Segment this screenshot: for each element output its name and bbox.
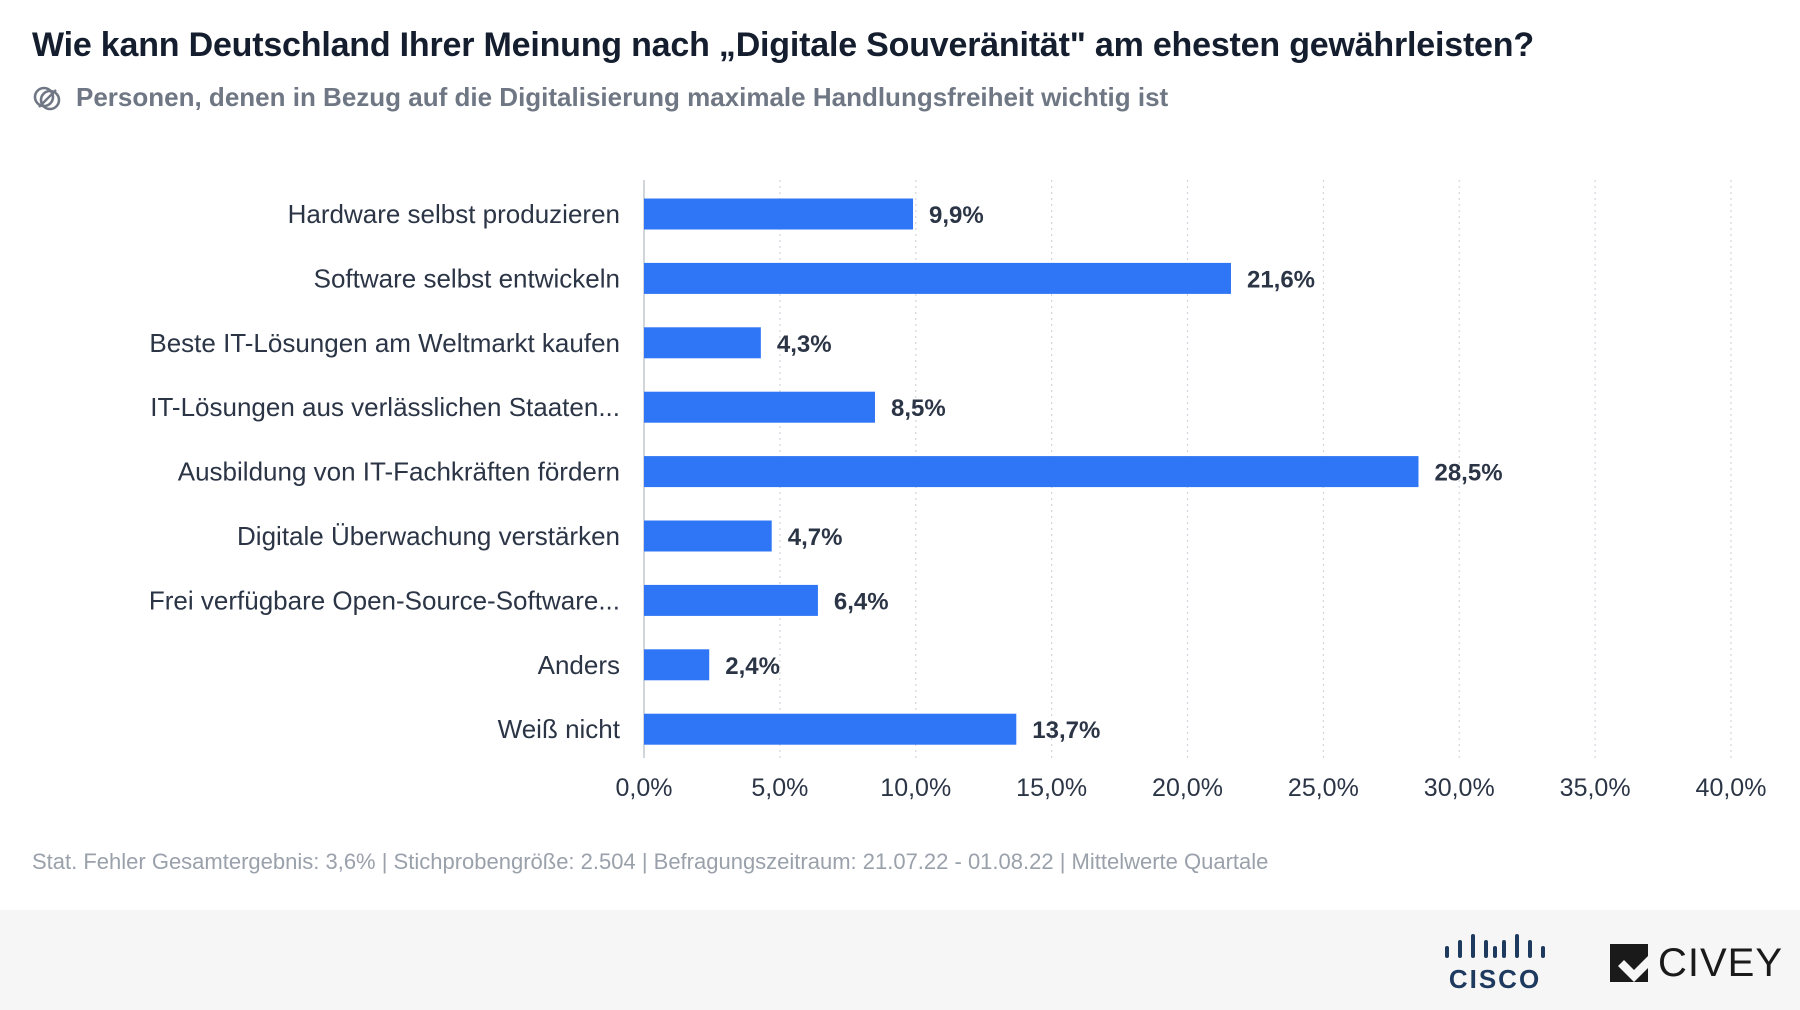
chart-subtitle-text: Personen, denen in Bezug auf die Digital… xyxy=(76,82,1169,112)
x-tick-label: 0,0% xyxy=(616,774,673,800)
x-tick-label: 30,0% xyxy=(1424,774,1495,800)
data-label: 13,7% xyxy=(1032,717,1100,744)
filter-circles-icon xyxy=(33,86,61,110)
bar xyxy=(644,198,914,230)
x-tick-label: 25,0% xyxy=(1288,774,1359,800)
bar xyxy=(644,456,1419,488)
x-tick-label: 40,0% xyxy=(1696,774,1767,800)
bar xyxy=(644,584,818,616)
footer-logo-bar: CISCO CIVEY xyxy=(0,910,1800,1010)
category-label: Beste IT-Lösungen am Weltmarkt kaufen xyxy=(149,328,620,358)
cisco-bars-icon xyxy=(1445,934,1545,958)
category-label: Hardware selbst produzieren xyxy=(288,199,620,229)
x-tick-label: 35,0% xyxy=(1560,774,1631,800)
x-tick-label: 15,0% xyxy=(1016,774,1087,800)
chart-subtitle: Personen, denen in Bezug auf die Digital… xyxy=(32,82,1168,113)
bar xyxy=(644,391,875,423)
data-label: 2,4% xyxy=(725,653,780,680)
civey-logo: CIVEY xyxy=(1608,941,1783,985)
x-tick-label: 10,0% xyxy=(880,774,951,800)
bar xyxy=(644,327,761,359)
civey-wordmark: CIVEY xyxy=(1658,941,1784,985)
category-label: Weiß nicht xyxy=(498,714,621,744)
chart-title: Wie kann Deutschland Ihrer Meinung nach … xyxy=(32,26,1534,64)
category-label: Digitale Überwachung verstärken xyxy=(237,521,620,551)
data-label: 28,5% xyxy=(1434,460,1502,487)
data-label: 8,5% xyxy=(891,395,946,422)
category-label: Frei verfügbare Open-Source-Software... xyxy=(149,585,620,615)
category-label: Ausbildung von IT-Fachkräften fördern xyxy=(178,457,620,487)
data-label: 4,3% xyxy=(777,331,832,358)
civey-mark-icon xyxy=(1610,944,1648,982)
bar xyxy=(644,262,1231,294)
data-label: 6,4% xyxy=(834,588,889,615)
data-label: 4,7% xyxy=(788,524,843,551)
cisco-wordmark: CISCO xyxy=(1448,964,1542,994)
x-tick-label: 20,0% xyxy=(1152,774,1223,800)
cisco-logo: CISCO xyxy=(1442,934,1548,994)
chart-footnote: Stat. Fehler Gesamtergebnis: 3,6% | Stic… xyxy=(32,849,1269,874)
category-label: IT-Lösungen aus verlässlichen Staaten... xyxy=(150,392,620,422)
bar xyxy=(644,713,1017,745)
data-label: 9,9% xyxy=(929,202,984,229)
category-label: Anders xyxy=(538,650,620,680)
category-label: Software selbst entwickeln xyxy=(314,263,620,293)
bar xyxy=(644,649,710,681)
x-tick-label: 5,0% xyxy=(751,774,808,800)
bar xyxy=(644,520,772,552)
bar-chart: 0,0% 5,0% 10,0% 15,0% 20,0% 25,0% 30,0% 35,0% 40… xyxy=(149,180,1767,800)
data-label: 21,6% xyxy=(1247,266,1315,293)
